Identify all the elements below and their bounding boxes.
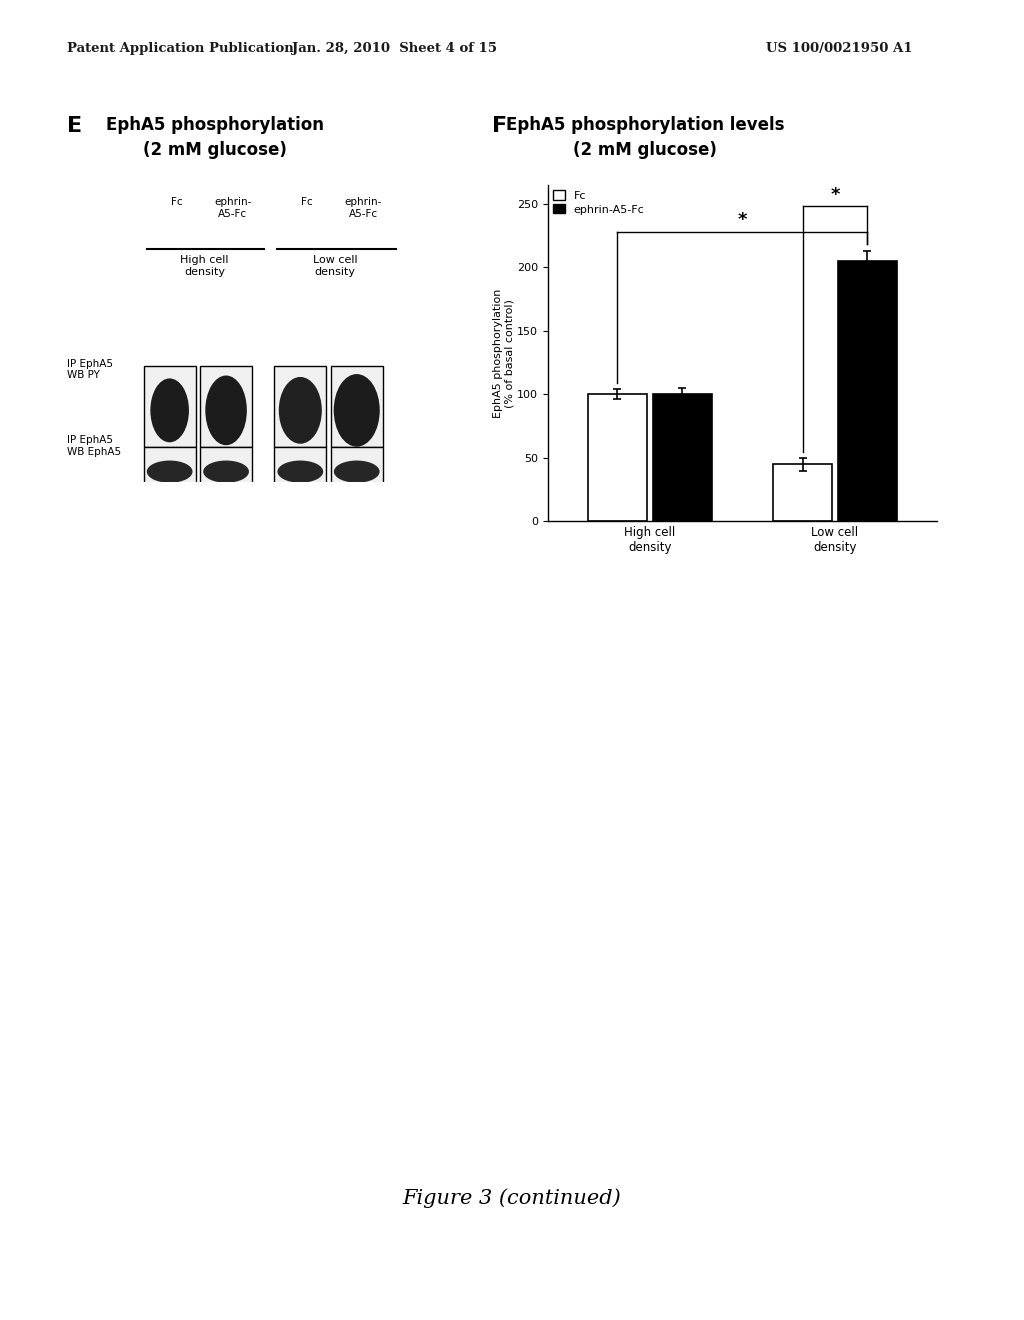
Text: EphA5 phosphorylation levels: EphA5 phosphorylation levels: [506, 116, 784, 135]
Ellipse shape: [334, 374, 380, 446]
Bar: [588, 395, 647, 521]
Bar: [200, 447, 252, 496]
Bar: [200, 366, 252, 447]
Text: IP EphA5
WB PY: IP EphA5 WB PY: [67, 359, 113, 380]
Ellipse shape: [203, 461, 249, 483]
Bar: [143, 366, 196, 447]
Text: Figure 3 (continued): Figure 3 (continued): [402, 1189, 622, 1208]
Ellipse shape: [279, 378, 322, 444]
Text: F: F: [492, 116, 507, 136]
Text: EphA5 phosphorylation: EphA5 phosphorylation: [106, 116, 324, 135]
Bar: [274, 366, 327, 447]
Text: (2 mM glucose): (2 mM glucose): [143, 141, 287, 160]
Bar: [838, 261, 897, 521]
Text: High cell
density: High cell density: [180, 255, 228, 277]
Text: *: *: [737, 211, 748, 230]
Ellipse shape: [278, 461, 324, 483]
Ellipse shape: [205, 375, 247, 445]
Bar: [773, 465, 833, 521]
Text: Fc: Fc: [301, 197, 312, 207]
Y-axis label: EphA5 phosphorylation
(% of basal control): EphA5 phosphorylation (% of basal contro…: [493, 288, 514, 418]
Text: E: E: [67, 116, 82, 136]
Bar: [652, 395, 712, 521]
Ellipse shape: [334, 461, 380, 483]
Ellipse shape: [151, 379, 189, 442]
Legend: Fc, ephrin-A5-Fc: Fc, ephrin-A5-Fc: [553, 190, 644, 215]
Text: Jan. 28, 2010  Sheet 4 of 15: Jan. 28, 2010 Sheet 4 of 15: [292, 42, 497, 55]
Text: ephrin-
A5-Fc: ephrin- A5-Fc: [214, 197, 252, 219]
Text: (2 mM glucose): (2 mM glucose): [573, 141, 717, 160]
Text: Patent Application Publication: Patent Application Publication: [67, 42, 293, 55]
Text: Low cell
density: Low cell density: [313, 255, 357, 277]
Text: ephrin-
A5-Fc: ephrin- A5-Fc: [345, 197, 382, 219]
Bar: [331, 447, 383, 496]
Ellipse shape: [146, 461, 193, 483]
Bar: [143, 447, 196, 496]
Text: Fc: Fc: [171, 197, 182, 207]
Text: *: *: [830, 186, 840, 203]
Text: US 100/0021950 A1: US 100/0021950 A1: [766, 42, 913, 55]
Bar: [274, 447, 327, 496]
Bar: [331, 366, 383, 447]
Text: IP EphA5
WB EphA5: IP EphA5 WB EphA5: [67, 436, 121, 457]
